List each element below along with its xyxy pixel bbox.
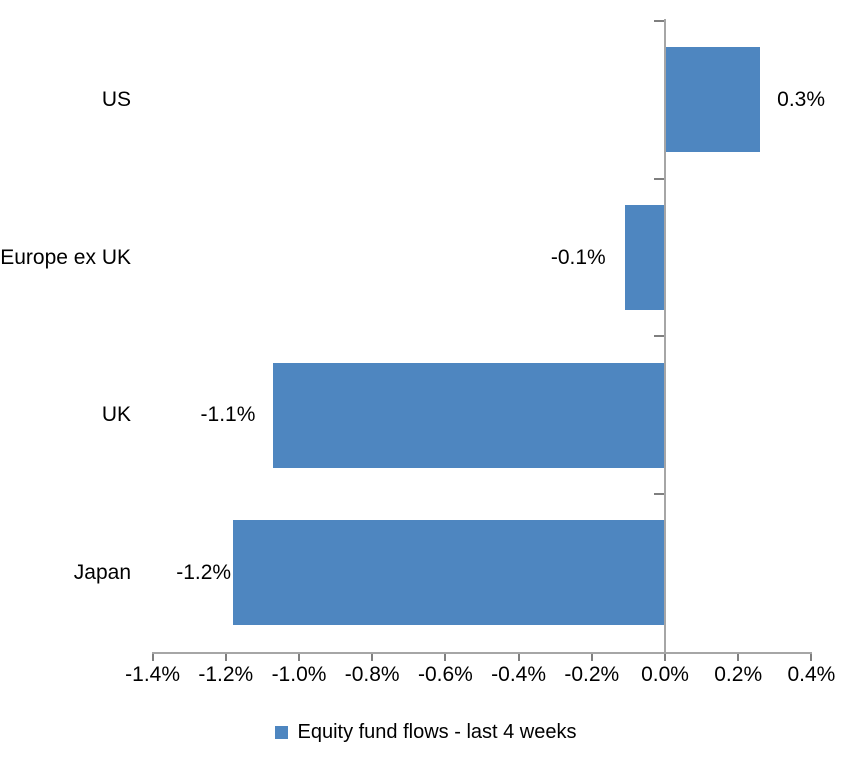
x-tick-label: -0.4% [491, 663, 547, 686]
x-tick-mark [737, 654, 740, 661]
x-tick-label: 0.4% [787, 663, 836, 686]
x-tick-label: -1.0% [271, 663, 327, 686]
category-tick-mark [654, 20, 664, 22]
bar-value-label-japan: -1.2% [176, 560, 232, 584]
x-axis-line [151, 652, 813, 654]
x-tick-label: -1.2% [198, 663, 254, 686]
bar-value-label-europe-ex-uk: -0.1% [550, 245, 606, 269]
x-tick-mark [224, 654, 227, 661]
bar-europe-ex-uk [624, 205, 665, 311]
zero-axis-line [664, 19, 666, 652]
bar-value-label-us: 0.3% [777, 87, 826, 111]
category-tick-mark [654, 177, 664, 180]
category-label-us: US [101, 87, 131, 111]
x-tick-mark [151, 654, 154, 661]
x-tick-mark [590, 654, 593, 661]
x-tick-mark [664, 654, 666, 661]
bar-us [665, 47, 761, 153]
category-tick-mark [654, 335, 664, 338]
bar-uk [273, 362, 665, 468]
x-tick-mark [444, 654, 447, 661]
x-tick-mark [517, 654, 520, 661]
x-tick-label: -1.4% [125, 663, 181, 686]
x-tick-mark [298, 654, 300, 661]
x-tick-label: -0.2% [564, 663, 620, 686]
x-tick-mark [371, 654, 374, 661]
legend-label: Equity fund flows - last 4 weeks [297, 720, 577, 743]
legend: Equity fund flows - last 4 weeks [0, 718, 852, 746]
x-tick-label: 0.0% [641, 663, 689, 686]
category-label-uk: UK [101, 403, 131, 427]
bar-japan [233, 520, 665, 626]
x-tick-label: -0.6% [417, 663, 473, 686]
x-tick-label: -0.8% [344, 663, 400, 686]
legend-swatch [275, 725, 289, 739]
category-label-japan: Japan [73, 560, 131, 584]
x-tick-mark [810, 654, 813, 661]
category-label-europe-ex-uk: Europe ex UK [0, 245, 131, 269]
bar-value-label-uk: -1.1% [200, 403, 256, 427]
category-tick-mark [654, 493, 664, 496]
x-tick-label: 0.2% [714, 663, 763, 686]
